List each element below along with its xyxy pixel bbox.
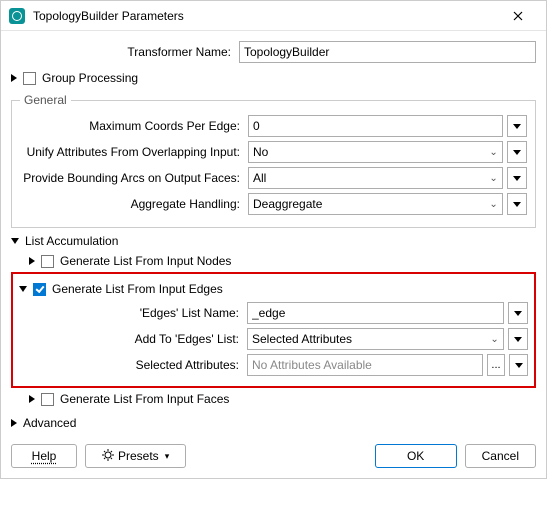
transformer-name-input[interactable] (239, 41, 536, 63)
advanced-toggle[interactable]: Advanced (11, 414, 536, 432)
group-processing-checkbox[interactable] (23, 72, 36, 85)
disclosure-icon (19, 286, 27, 292)
faces-toggle[interactable]: Generate List From Input Faces (29, 390, 536, 408)
edges-name-label: 'Edges' List Name: (37, 306, 247, 320)
edges-selected-menu-button[interactable] (509, 354, 528, 376)
group-processing-label: Group Processing (42, 71, 138, 85)
unify-menu-button[interactable] (507, 141, 527, 163)
faces-checkbox[interactable] (41, 393, 54, 406)
disclosure-icon (11, 74, 17, 82)
gear-icon (102, 449, 114, 464)
nodes-checkbox[interactable] (41, 255, 54, 268)
dialog-title: TopologyBuilder Parameters (33, 9, 498, 23)
faces-label: Generate List From Input Faces (60, 392, 229, 406)
edges-selected-value: No Attributes Available (252, 358, 372, 372)
general-group: General Maximum Coords Per Edge: Unify A… (11, 93, 536, 228)
disclosure-icon (29, 257, 35, 265)
chevron-down-icon: ⌄ (489, 199, 497, 210)
aggregate-select[interactable]: Deaggregate ⌄ (248, 193, 503, 215)
disclosure-icon (11, 419, 17, 427)
nodes-toggle[interactable]: Generate List From Input Nodes (29, 252, 536, 270)
edges-selected-browse-button[interactable]: ... (487, 354, 506, 376)
max-coords-input[interactable] (248, 115, 503, 137)
edges-checkbox[interactable] (33, 283, 46, 296)
unify-value: No (253, 145, 268, 159)
edges-add-select[interactable]: Selected Attributes ⌄ (247, 328, 504, 350)
edges-label: Generate List From Input Edges (52, 282, 223, 296)
bounding-label: Provide Bounding Arcs on Output Faces: (20, 171, 248, 185)
nodes-label: Generate List From Input Nodes (60, 254, 231, 268)
edges-highlight: Generate List From Input Edges 'Edges' L… (11, 272, 536, 388)
edges-add-label: Add To 'Edges' List: (37, 332, 247, 346)
chevron-down-icon: ▾ (165, 451, 170, 462)
cancel-button[interactable]: Cancel (465, 444, 536, 468)
presets-label: Presets (118, 449, 159, 463)
aggregate-menu-button[interactable] (507, 193, 527, 215)
edges-name-input[interactable] (247, 302, 504, 324)
max-coords-label: Maximum Coords Per Edge: (20, 119, 248, 133)
bounding-value: All (253, 171, 266, 185)
unify-label: Unify Attributes From Overlapping Input: (20, 145, 248, 159)
edges-name-menu-button[interactable] (508, 302, 528, 324)
edges-add-menu-button[interactable] (508, 328, 528, 350)
bounding-menu-button[interactable] (507, 167, 527, 189)
edges-toggle[interactable]: Generate List From Input Edges (19, 280, 528, 298)
help-button[interactable]: Help (11, 444, 77, 468)
max-coords-menu-button[interactable] (507, 115, 527, 137)
aggregate-label: Aggregate Handling: (20, 197, 248, 211)
group-processing-toggle[interactable]: Group Processing (11, 69, 536, 87)
list-accum-toggle[interactable]: List Accumulation (11, 232, 536, 250)
advanced-label: Advanced (23, 416, 76, 430)
list-accum-label: List Accumulation (25, 234, 118, 248)
unify-select[interactable]: No ⌄ (248, 141, 503, 163)
app-icon (9, 8, 25, 24)
transformer-name-label: Transformer Name: (11, 45, 239, 59)
ok-button[interactable]: OK (375, 444, 457, 468)
chevron-down-icon: ⌄ (490, 334, 498, 345)
disclosure-icon (29, 395, 35, 403)
disclosure-icon (11, 238, 19, 244)
edges-add-value: Selected Attributes (252, 332, 352, 346)
chevron-down-icon: ⌄ (489, 147, 497, 158)
edges-selected-label: Selected Attributes: (37, 358, 247, 372)
aggregate-value: Deaggregate (253, 197, 322, 211)
presets-button[interactable]: Presets ▾ (85, 444, 186, 468)
chevron-down-icon: ⌄ (489, 173, 497, 184)
bounding-select[interactable]: All ⌄ (248, 167, 503, 189)
close-button[interactable] (498, 2, 538, 30)
general-legend: General (20, 93, 71, 107)
edges-selected-field[interactable]: No Attributes Available (247, 354, 483, 376)
